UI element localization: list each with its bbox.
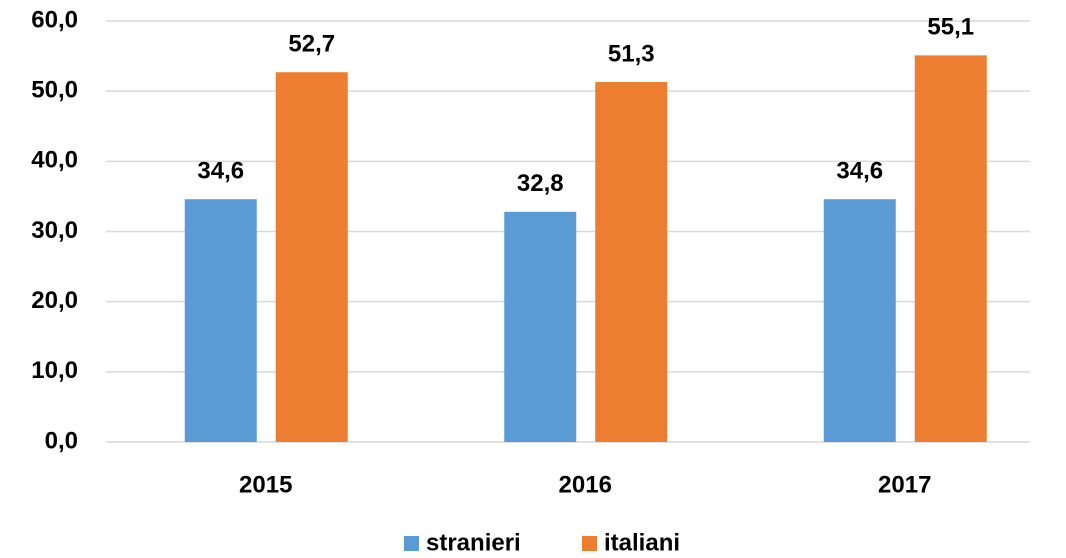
y-tick-label: 50,0 [31,77,78,104]
bar [914,55,987,443]
y-tick-label: 10,0 [31,357,78,384]
bar [595,82,668,443]
data-label: 32,8 [517,170,564,197]
data-label: 34,6 [197,158,244,185]
legend-swatch [582,536,597,551]
x-tick-label: 2016 [559,471,612,498]
data-label: 51,3 [608,40,655,67]
y-tick-label: 0,0 [45,427,78,454]
y-tick-label: 20,0 [31,287,78,314]
x-tick-label: 2017 [878,471,931,498]
bar [184,199,257,442]
data-label: 52,7 [288,31,335,58]
y-tick-label: 40,0 [31,147,78,174]
bar [275,72,348,442]
x-tick-label: 2015 [239,471,292,498]
legend-swatch [404,536,419,551]
bar [504,211,577,442]
bar [823,199,896,442]
y-tick-label: 60,0 [31,6,78,33]
legend-label: stranieri [426,529,521,556]
data-label: 55,1 [927,14,974,41]
legend-label: italiani [604,529,680,556]
data-label: 34,6 [836,158,883,185]
y-tick-label: 30,0 [31,217,78,244]
